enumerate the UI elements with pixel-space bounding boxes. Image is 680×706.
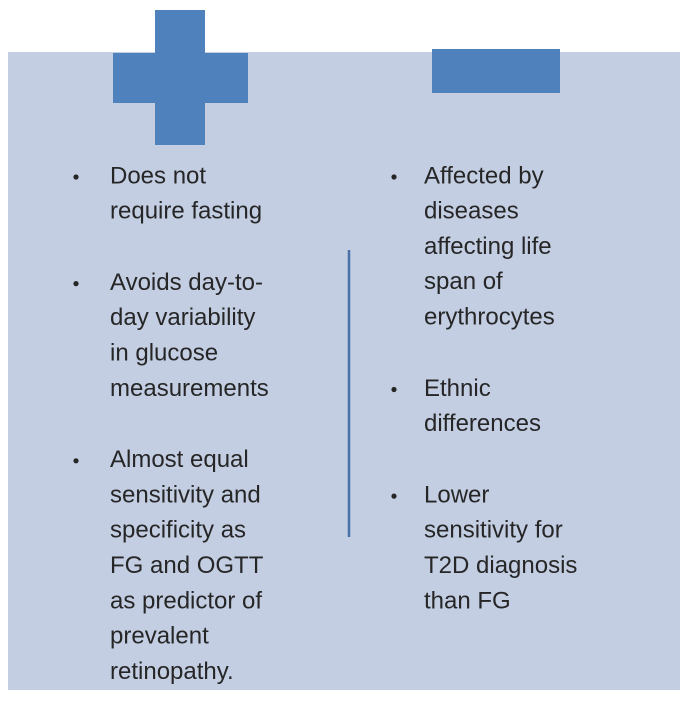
- bullet-text: erythrocytes: [424, 304, 555, 331]
- bullet: [391, 493, 397, 499]
- bullet: [73, 458, 79, 464]
- bullet-text: Avoids day-to-: [110, 269, 263, 296]
- bullet-text: Almost equal: [110, 446, 249, 473]
- bullet: [391, 174, 397, 180]
- bullet-text: in glucose: [110, 340, 218, 367]
- bullet-text: day variability: [110, 304, 255, 331]
- bullet-text: retinopathy.: [110, 658, 234, 685]
- bullet-text: Ethnic: [424, 375, 491, 402]
- bullet-text: T2D diagnosis: [424, 552, 577, 579]
- bullet-text: sensitivity for: [424, 517, 563, 544]
- bullet: [73, 281, 79, 287]
- panel: [8, 52, 680, 690]
- bullet-text: FG and OGTT: [110, 552, 264, 579]
- bullet-text: measurements: [110, 375, 269, 402]
- bullet-text: Does not: [110, 162, 206, 189]
- bullet-text: than FG: [424, 587, 511, 614]
- bullet-text: span of: [424, 268, 503, 295]
- bullet-text: Affected by: [424, 162, 544, 189]
- bullet-text: as predictor of: [110, 587, 262, 614]
- bullet: [391, 386, 397, 393]
- bullet-text: Lower: [424, 481, 489, 508]
- bullet-text: affecting life: [424, 233, 552, 260]
- bullet-text: prevalent: [110, 623, 209, 650]
- minus-icon: [432, 49, 560, 93]
- plus-icon-horizontal: [113, 53, 248, 103]
- bullet-text: differences: [424, 410, 541, 437]
- bullet: [73, 174, 79, 180]
- bullet-text: diseases: [424, 198, 519, 225]
- bullet-text: specificity as: [110, 517, 246, 544]
- bullet-text: sensitivity and: [110, 481, 261, 508]
- bullet-text: require fasting: [110, 198, 262, 225]
